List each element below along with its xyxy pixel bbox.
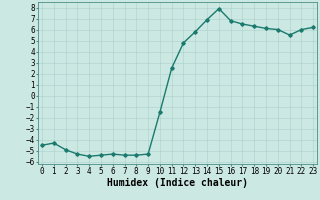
X-axis label: Humidex (Indice chaleur): Humidex (Indice chaleur)	[107, 178, 248, 188]
